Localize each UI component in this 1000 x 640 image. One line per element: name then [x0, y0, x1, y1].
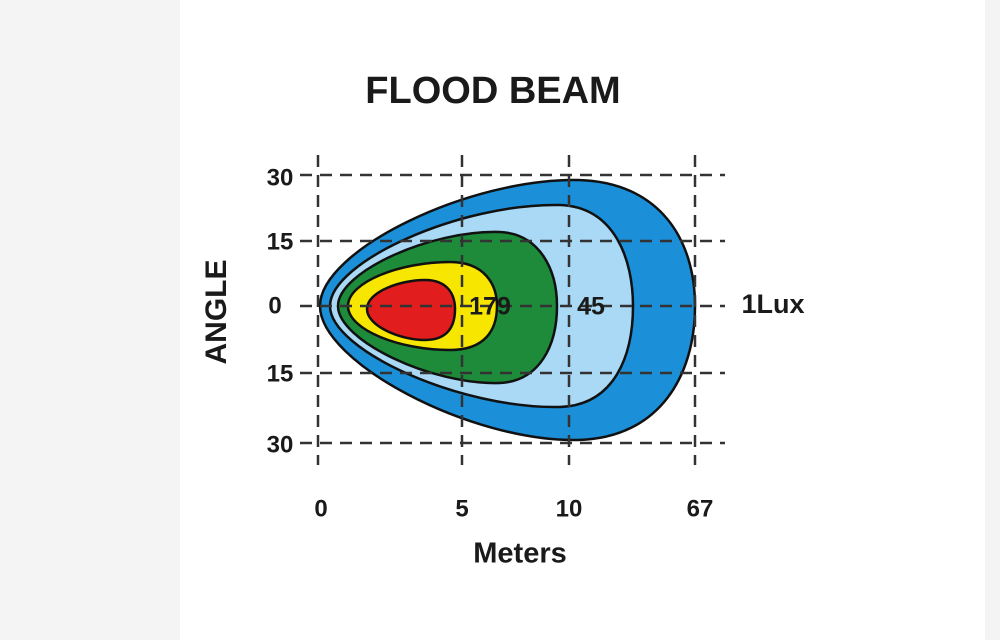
zone-label: 1Lux: [741, 289, 804, 319]
zone-red: [365, 278, 457, 342]
zone-label: 45: [577, 293, 605, 321]
title: FLOOD BEAM: [365, 70, 620, 112]
y-tick-label: 15: [267, 228, 294, 255]
grid: [300, 155, 725, 465]
zone-label: 179: [469, 293, 511, 321]
y-axis-title: ANGLE: [200, 260, 233, 365]
x-tick-label: 10: [556, 495, 583, 522]
x-tick-label: 5: [455, 495, 468, 522]
y-tick-label: 15: [267, 360, 294, 387]
y-tick-label: 30: [267, 431, 294, 458]
x-tick-label: 67: [687, 495, 714, 522]
y-tick-label: 0: [268, 292, 281, 319]
x-tick-label: 0: [314, 495, 327, 522]
x-axis-title: Meters: [473, 538, 567, 570]
y-tick-label: 30: [267, 164, 294, 191]
